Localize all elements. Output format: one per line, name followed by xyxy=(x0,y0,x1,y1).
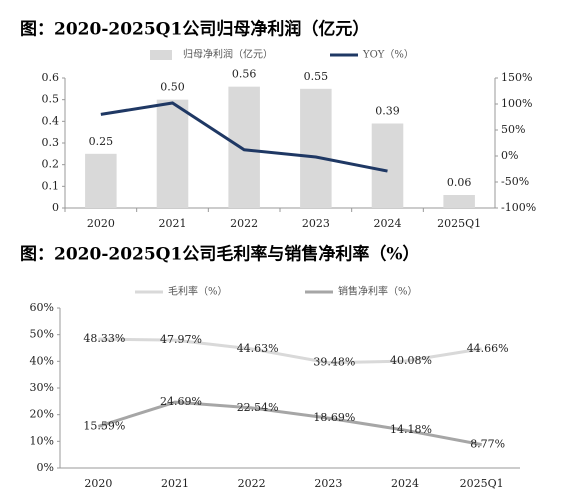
value-label: 40.08% xyxy=(390,354,432,367)
y-tick-label: 0% xyxy=(37,461,54,474)
x-tick-label: 2024 xyxy=(374,217,402,230)
value-label: 0.55 xyxy=(304,70,329,83)
x-tick-label: 2025Q1 xyxy=(437,217,481,230)
line xyxy=(97,400,482,447)
value-label: 0.39 xyxy=(375,105,400,118)
bar xyxy=(371,123,404,208)
y-tick-label: 0.5 xyxy=(42,93,60,106)
legend-label: YOY（%） xyxy=(362,49,414,61)
y-tick-label: 0.6 xyxy=(42,71,60,84)
value-label: 0.56 xyxy=(232,68,257,81)
value-label: 0.06 xyxy=(447,176,472,189)
bar xyxy=(85,153,117,208)
x-tick-label: 2020 xyxy=(87,217,115,230)
value-label: 48.33% xyxy=(83,332,125,345)
y2-tick-label: 0% xyxy=(501,149,518,162)
value-label: 14.18% xyxy=(390,423,432,436)
x-tick-label: 2022 xyxy=(230,217,258,230)
x-tick-label: 2021 xyxy=(159,217,187,230)
bar xyxy=(300,88,332,208)
x-tick-label: 2023 xyxy=(302,217,330,230)
y-tick-label: 60% xyxy=(30,301,54,314)
y-tick-label: 50% xyxy=(30,328,54,341)
value-label: 22.54% xyxy=(237,401,279,414)
y2-tick-label: 150% xyxy=(501,71,532,84)
y-tick-label: 0.2 xyxy=(42,158,60,171)
value-label: 24.69% xyxy=(160,395,202,408)
value-label: 44.63% xyxy=(237,342,279,355)
y-tick-label: 30% xyxy=(30,381,54,394)
bar xyxy=(156,99,189,208)
x-tick-label: 2021 xyxy=(161,477,189,490)
value-label: 18.69% xyxy=(313,411,355,424)
line xyxy=(98,337,482,365)
y-tick-label: 40% xyxy=(30,354,54,367)
x-tick-label: 2020 xyxy=(84,477,112,490)
legend-label: 毛利率（%） xyxy=(168,285,228,298)
y-tick-label: 20% xyxy=(30,408,54,421)
bar xyxy=(228,86,260,208)
y2-tick-label: 50% xyxy=(501,123,525,136)
y2-tick-label: -50% xyxy=(501,175,529,188)
y2-tick-label: -100% xyxy=(501,201,536,214)
x-tick-label: 2025Q1 xyxy=(460,477,504,490)
legend-label: 销售净利率（%） xyxy=(338,285,418,298)
chart-title: 图：2020-2025Q1公司归母净利润（亿元） xyxy=(20,19,369,40)
value-label: 47.97% xyxy=(160,333,202,346)
y-tick-label: 10% xyxy=(30,434,54,447)
y2-tick-label: 100% xyxy=(501,97,532,110)
y-tick-label: 0.1 xyxy=(42,179,60,192)
value-label: 8.77% xyxy=(470,438,505,451)
value-label: 15.59% xyxy=(83,419,125,432)
x-tick-label: 2023 xyxy=(314,477,342,490)
legend-label: 归母净利润（亿元） xyxy=(183,48,273,61)
line xyxy=(100,101,388,173)
value-label: 44.66% xyxy=(467,342,509,355)
value-label: 39.48% xyxy=(313,356,355,369)
x-tick-label: 2024 xyxy=(391,477,419,490)
y-tick-label: 0.3 xyxy=(42,136,60,149)
y-tick-label: 0 xyxy=(52,201,59,214)
x-tick-label: 2022 xyxy=(238,477,266,490)
value-label: 0.25 xyxy=(89,135,114,148)
y-tick-label: 0.4 xyxy=(42,114,60,127)
chart-title: 图：2020-2025Q1公司毛利率与销售净利率（%） xyxy=(20,244,419,265)
legend-swatch xyxy=(150,50,172,60)
value-label: 0.50 xyxy=(160,81,185,94)
bar xyxy=(443,195,475,208)
